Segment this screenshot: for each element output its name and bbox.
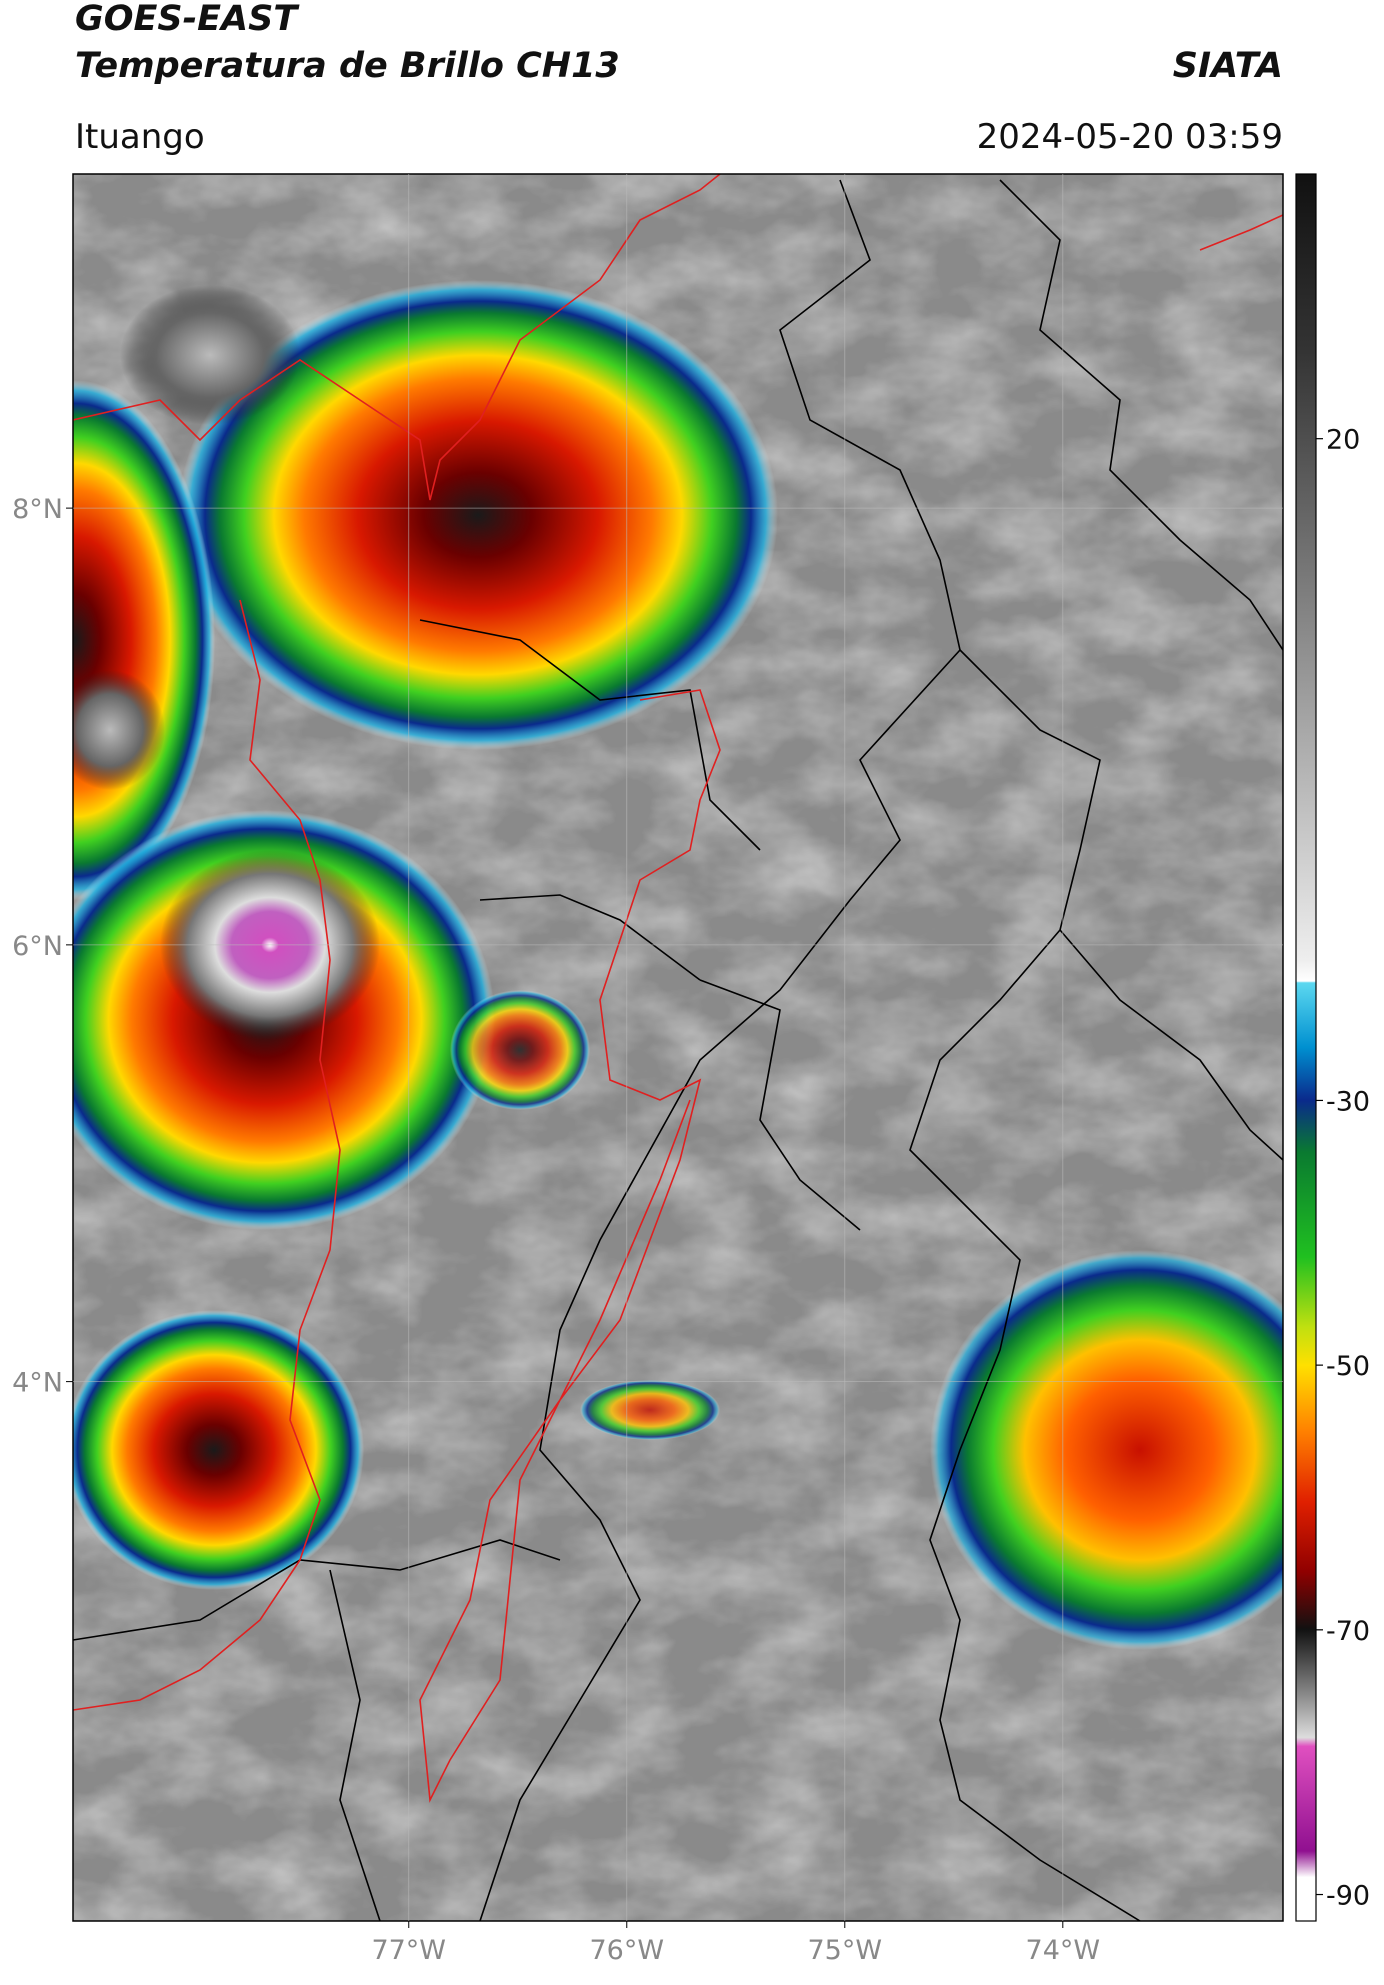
y-tick-label: 8°N — [12, 494, 63, 525]
y-tick-label: 4°N — [12, 1368, 63, 1399]
satellite-image — [73, 174, 1283, 1921]
brand: SIATA — [1173, 46, 1283, 86]
subtitle: Temperatura de Brillo CH13 — [75, 46, 620, 86]
map-frame — [72, 173, 1284, 1922]
y-tick-label: 6°N — [12, 931, 63, 962]
x-tick-label: 77°W — [371, 1935, 446, 1966]
region: Ituango — [75, 117, 205, 157]
title: GOES-EAST — [75, 0, 300, 39]
colorbar — [1295, 173, 1317, 1922]
colorbar-tick-label: -30 — [1326, 1086, 1370, 1117]
timestamp: 2024-05-20 03:59 — [977, 117, 1283, 157]
x-tick-label: 75°W — [808, 1935, 883, 1966]
x-tick-label: 74°W — [1026, 1935, 1101, 1966]
colorbar-tick-label: -90 — [1326, 1881, 1370, 1912]
colorbar-tick-label: -70 — [1326, 1616, 1370, 1647]
colorbar-tick-label: 20 — [1326, 425, 1360, 456]
colorbar-tick-label: -50 — [1326, 1351, 1370, 1382]
x-tick-label: 76°W — [589, 1935, 664, 1966]
